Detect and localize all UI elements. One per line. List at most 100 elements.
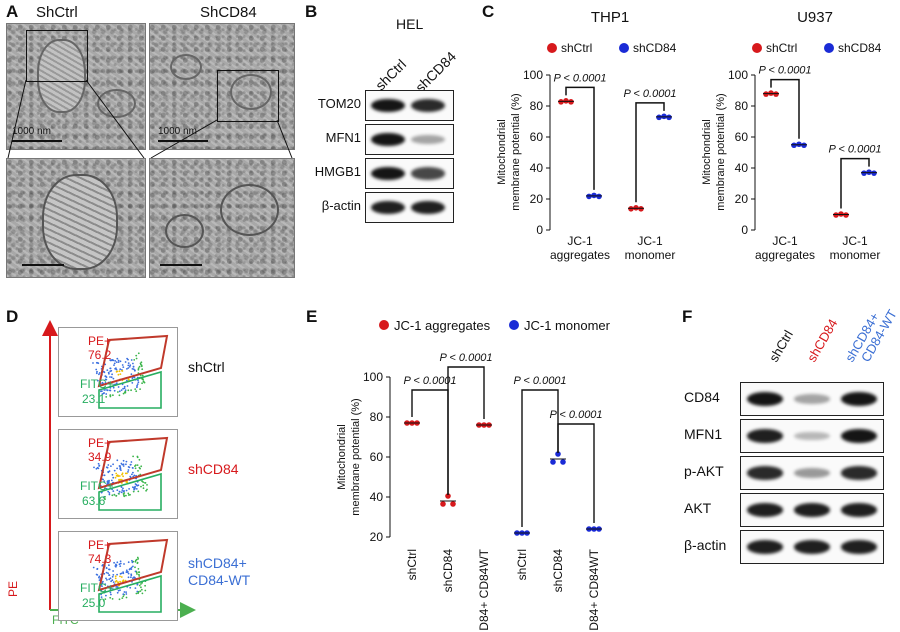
blot-band — [841, 466, 877, 480]
flow-event — [119, 560, 122, 563]
y-tick-label: 60 — [530, 130, 544, 144]
flow-event — [112, 581, 115, 583]
chart-title: U937 — [797, 9, 833, 26]
flow-event — [137, 490, 140, 493]
flow-event — [122, 595, 125, 598]
flow-event — [102, 478, 104, 481]
flow-event — [126, 570, 129, 573]
flow-sample-name: shCD84 — [188, 461, 239, 477]
flow-event — [131, 467, 134, 469]
flow-event — [104, 598, 107, 600]
flow-event — [102, 599, 105, 602]
flow-event — [138, 458, 141, 461]
legend-marker — [619, 43, 629, 53]
flow-event — [123, 391, 126, 394]
flow-event — [115, 382, 118, 385]
flow-event — [120, 576, 123, 578]
flow-plot-1 — [58, 429, 178, 519]
flow-event — [134, 587, 137, 589]
flow-event — [117, 391, 119, 393]
flow-event — [113, 493, 116, 496]
flow-event — [115, 368, 118, 371]
flow-event — [118, 478, 120, 481]
flow-event — [109, 591, 112, 594]
flow-event — [116, 591, 119, 594]
blot-band — [794, 394, 830, 404]
blot-row-label: MFN1 — [325, 129, 361, 145]
flow-event — [112, 574, 115, 576]
flow-event — [104, 375, 107, 378]
y-tick-label: 40 — [735, 161, 749, 175]
flow-event — [116, 561, 119, 564]
y-tick-label: 20 — [530, 192, 544, 206]
flow-event — [141, 382, 143, 385]
pe-gate-value: 74.3 — [88, 552, 112, 566]
significance-bracket — [565, 86, 595, 190]
flow-event — [123, 490, 126, 492]
legend-label: JC-1 monomer — [524, 318, 611, 333]
flow-event — [95, 467, 98, 470]
flow-event — [122, 387, 124, 390]
flow-event — [123, 387, 126, 390]
flow-event — [127, 561, 130, 564]
flow-event — [117, 386, 120, 388]
flow-event — [96, 370, 98, 373]
flow-event — [111, 575, 114, 578]
p-value-label: P < 0.0001 — [553, 72, 606, 84]
blot-row-cd84 — [740, 382, 884, 416]
flow-event — [106, 482, 109, 484]
blot-row-akt — [740, 493, 884, 527]
flow-event — [101, 585, 103, 588]
legend-marker — [752, 43, 762, 53]
y-label-line1: Mitochondrial — [701, 119, 713, 184]
flow-event — [133, 359, 136, 361]
flow-event — [117, 581, 119, 583]
y-tick-label: 0 — [741, 223, 748, 237]
flow-event — [108, 578, 111, 581]
scale-text-cd84: 1000 nm — [158, 126, 197, 137]
flow-event — [130, 573, 133, 576]
legend-label: shCtrl — [766, 41, 797, 55]
fitc-gate-value: 63.6 — [82, 494, 106, 508]
scale-bar-ctrl — [12, 140, 62, 142]
flow-event — [105, 594, 107, 597]
flow-event — [146, 484, 148, 486]
y-axis-label: Mitochondrial membrane potential (%) — [496, 93, 522, 210]
x-category-label: shCD84 — [551, 549, 565, 593]
blot-row-tom20 — [365, 90, 454, 121]
flow-event — [123, 494, 125, 496]
flow-event — [106, 389, 109, 392]
blot-band — [411, 134, 445, 145]
flow-event — [115, 474, 118, 477]
flow-event — [105, 378, 108, 381]
flow-plot-svg — [92, 538, 169, 613]
flow-event — [122, 579, 125, 582]
flow-event — [144, 482, 147, 484]
y-tick-label: 20 — [735, 192, 749, 206]
flow-sample-name: shCD84+ CD84-WT — [188, 555, 251, 588]
flow-event — [122, 366, 125, 368]
flow-event — [116, 489, 119, 491]
blot-band — [794, 468, 830, 478]
flow-event — [137, 352, 140, 355]
panel-b-lane-1: shCtrl — [372, 56, 410, 94]
flow-event — [140, 361, 143, 364]
flow-event — [134, 465, 136, 467]
blot-row-label: p-AKT — [684, 463, 724, 479]
pe-gate — [97, 436, 169, 490]
flow-event — [103, 480, 106, 482]
blot-row-label: MFN1 — [684, 426, 723, 442]
blot-row-label: AKT — [684, 500, 712, 516]
flow-event — [111, 373, 113, 376]
flow-event — [125, 591, 127, 593]
flow-event — [127, 378, 130, 381]
flow-event — [125, 463, 127, 466]
flow-event — [103, 497, 106, 500]
p-value-label: P < 0.0001 — [623, 88, 676, 100]
flow-event — [114, 360, 117, 362]
y-tick-label: 80 — [735, 99, 749, 113]
flow-event — [112, 476, 115, 479]
significance-bracket — [840, 157, 870, 209]
scale-text-ctrl: 1000 nm — [12, 126, 51, 137]
blot-band — [371, 166, 405, 181]
